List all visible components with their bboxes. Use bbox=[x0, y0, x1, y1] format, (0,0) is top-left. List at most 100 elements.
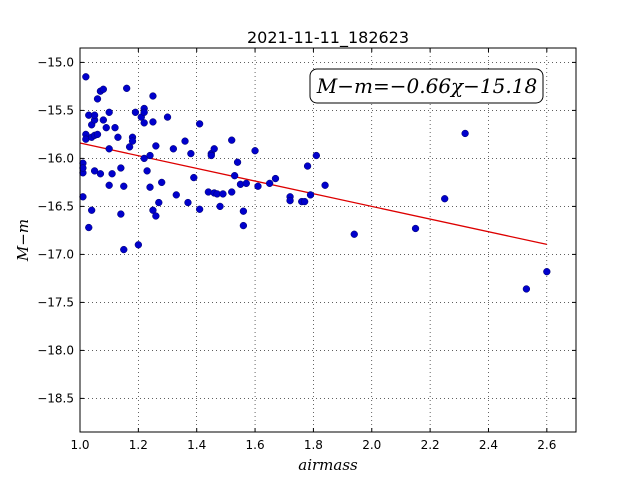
data-point bbox=[131, 108, 140, 116]
data-point bbox=[105, 181, 113, 189]
data-point bbox=[158, 178, 166, 187]
x-tick-label: 2.0 bbox=[362, 438, 381, 452]
data-point bbox=[543, 268, 551, 276]
data-points bbox=[79, 73, 551, 293]
x-tick-label: 1.4 bbox=[187, 438, 206, 452]
data-point bbox=[172, 191, 180, 199]
grid-lines bbox=[79, 48, 576, 432]
data-point bbox=[195, 120, 204, 128]
data-point bbox=[120, 245, 128, 254]
y-tick-label: −18.5 bbox=[37, 391, 74, 405]
data-point bbox=[90, 167, 99, 175]
data-point bbox=[207, 151, 215, 160]
data-point bbox=[228, 188, 236, 196]
fit-equation-label: M−m=−0.66χ−15.18 bbox=[316, 74, 537, 98]
data-point bbox=[93, 95, 102, 103]
data-point bbox=[184, 198, 192, 207]
data-point bbox=[108, 170, 116, 178]
x-axis-label: airmass bbox=[298, 456, 358, 474]
x-tick-label: 2.4 bbox=[479, 438, 498, 452]
data-point bbox=[125, 143, 134, 151]
y-tick-label: −15.0 bbox=[37, 55, 74, 69]
data-point bbox=[85, 223, 93, 232]
data-point bbox=[522, 285, 531, 293]
data-point bbox=[216, 202, 224, 211]
x-tick-label: 2.6 bbox=[537, 438, 556, 452]
data-point bbox=[219, 190, 227, 198]
data-point bbox=[155, 198, 163, 207]
y-axis-label: M−m bbox=[14, 219, 32, 262]
plot-frame bbox=[79, 47, 577, 433]
data-point bbox=[82, 73, 90, 81]
data-point bbox=[117, 164, 125, 172]
chart-title: 2021-11-11_182623 bbox=[247, 28, 409, 48]
data-point bbox=[163, 113, 172, 121]
data-point bbox=[79, 164, 87, 172]
y-tick-label: −17.5 bbox=[37, 295, 74, 309]
data-point bbox=[306, 191, 315, 199]
data-point bbox=[233, 158, 242, 166]
data-point bbox=[301, 197, 309, 206]
data-point bbox=[102, 124, 110, 132]
data-point bbox=[149, 92, 157, 100]
data-point bbox=[140, 154, 148, 163]
data-point bbox=[134, 241, 143, 249]
data-point bbox=[411, 224, 420, 233]
data-point bbox=[146, 183, 154, 191]
data-point bbox=[239, 221, 248, 230]
y-tick-label: −16.0 bbox=[37, 151, 74, 165]
data-point bbox=[169, 145, 178, 153]
data-point bbox=[99, 85, 107, 93]
fit-legend-box: M−m=−0.66χ−15.18 bbox=[309, 68, 544, 104]
data-point bbox=[79, 193, 87, 201]
data-point bbox=[123, 84, 131, 92]
data-point bbox=[210, 145, 218, 153]
data-point bbox=[190, 173, 198, 182]
data-point bbox=[461, 129, 469, 138]
data-point bbox=[152, 212, 160, 220]
data-point bbox=[251, 147, 259, 155]
data-point bbox=[152, 142, 160, 150]
data-point bbox=[117, 210, 125, 218]
data-point bbox=[143, 167, 151, 175]
data-point bbox=[140, 108, 148, 116]
data-point bbox=[271, 174, 280, 183]
data-point bbox=[146, 151, 154, 160]
data-point bbox=[99, 116, 107, 124]
data-point bbox=[242, 179, 250, 188]
data-point bbox=[114, 133, 122, 141]
data-point bbox=[321, 181, 329, 189]
data-point bbox=[88, 206, 96, 214]
data-point bbox=[350, 230, 358, 238]
data-point bbox=[187, 149, 195, 158]
data-point bbox=[254, 182, 262, 190]
x-tick-label: 1.6 bbox=[246, 438, 265, 452]
data-point bbox=[195, 205, 204, 213]
data-point bbox=[228, 136, 236, 144]
data-point bbox=[230, 172, 239, 180]
y-tick-label: −17.0 bbox=[37, 247, 74, 261]
data-point bbox=[312, 151, 320, 160]
x-tick-label: 1.8 bbox=[304, 438, 323, 452]
data-point bbox=[128, 137, 137, 145]
data-point bbox=[441, 195, 449, 203]
data-point bbox=[140, 119, 148, 127]
data-point bbox=[111, 124, 119, 132]
data-point bbox=[96, 170, 105, 178]
data-point bbox=[149, 118, 157, 126]
data-point bbox=[303, 162, 312, 170]
y-tick-label: −16.5 bbox=[37, 199, 74, 213]
x-tick-label: 1.2 bbox=[129, 438, 148, 452]
axis-ticks: 1.0 1.2 1.4 1.6 1.8 2.0 2.2 2.4 2.6 −15.0 −15.5 −16… bbox=[37, 48, 576, 452]
data-point bbox=[90, 111, 99, 119]
x-tick-label: 1.0 bbox=[70, 438, 89, 452]
y-tick-label: −15.5 bbox=[37, 103, 74, 117]
data-point bbox=[181, 137, 189, 145]
x-tick-label: 2.2 bbox=[421, 438, 440, 452]
data-point bbox=[93, 130, 102, 139]
data-point bbox=[149, 206, 157, 214]
data-point bbox=[120, 182, 128, 190]
data-point bbox=[265, 179, 274, 188]
data-point bbox=[239, 207, 248, 215]
